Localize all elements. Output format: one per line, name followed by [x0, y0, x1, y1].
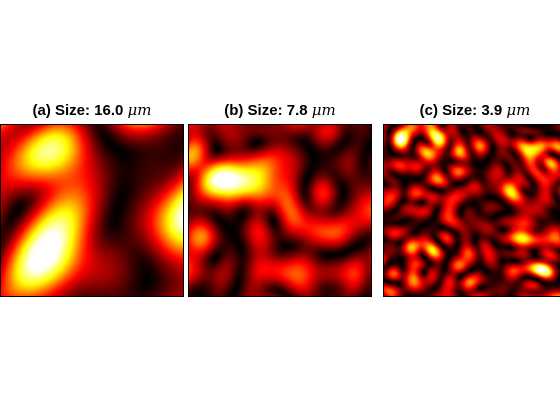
panel-b-title-text: (b) Size: 7.8	[224, 102, 312, 119]
panel-c-title-unit: μm	[506, 101, 531, 119]
panel-a: (a) Size: 16.0 μm	[0, 96, 184, 297]
panel-a-title-text: (a) Size: 16.0	[32, 102, 128, 119]
panel-b: (b) Size: 7.8 μm	[188, 96, 372, 297]
panel-c-title: (c) Size: 3.9 μm	[383, 96, 560, 124]
panel-c-title-text: (c) Size: 3.9	[419, 102, 507, 119]
panel-a-title-unit: μm	[127, 101, 152, 119]
heatmap-a	[0, 124, 184, 297]
heatmap-b	[188, 124, 372, 297]
panel-b-title-unit: μm	[311, 101, 336, 119]
panel-c: (c) Size: 3.9 μm	[383, 96, 560, 297]
heatmap-c	[383, 124, 560, 297]
panel-a-title: (a) Size: 16.0 μm	[0, 96, 184, 124]
panel-b-title: (b) Size: 7.8 μm	[188, 96, 372, 124]
